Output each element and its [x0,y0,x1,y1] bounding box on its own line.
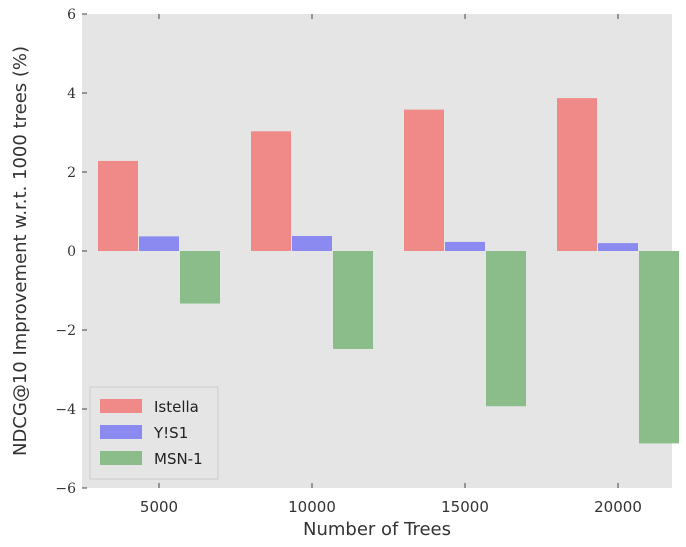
y-tick-label: −2 [55,323,76,339]
bar-istella-10000 [251,131,291,251]
y-tick-label: 4 [67,86,76,102]
bar-msn-1-10000 [333,251,373,349]
bar-y-s1-20000 [598,243,638,251]
y-tick-label: 0 [67,244,76,260]
legend-swatch-istella [100,399,142,413]
y-tick-label: −6 [55,481,76,497]
bar-y-s1-15000 [445,241,485,251]
x-tick-label: 20000 [594,498,642,516]
y-tick-label: 2 [67,165,76,181]
x-axis: 5000 10000 15000 20000 [140,14,642,516]
y-axis-label: NDCG@10 Improvement w.r.t. 1000 trees (%… [10,46,31,456]
x-tick-label: 5000 [140,498,178,516]
y-tick-label: 6 [67,7,76,23]
bar-istella-15000 [404,109,444,251]
legend-label: Istella [154,398,199,416]
bar-msn-1-20000 [639,251,679,444]
bar-y-s1-10000 [292,235,332,251]
x-axis-label: Number of Trees [303,519,451,540]
bar-istella-5000 [98,160,138,251]
legend: Istella Y!S1 MSN-1 [89,386,219,480]
legend-label: Y!S1 [153,424,188,442]
y-axis: −6 −4 −2 0 2 4 6 [55,7,87,497]
x-tick-label: 10000 [288,498,336,516]
legend-label: MSN-1 [154,450,203,468]
bar-y-s1-5000 [139,236,179,251]
bar-msn-1-15000 [486,251,526,407]
x-tick-label: 15000 [441,498,489,516]
y-tick-label: −4 [55,402,76,418]
bar-istella-20000 [557,98,597,251]
legend-swatch-msn-1 [100,451,142,465]
bar-msn-1-5000 [180,251,220,304]
legend-swatch-y-s1 [100,425,142,439]
bars-group [98,98,679,444]
